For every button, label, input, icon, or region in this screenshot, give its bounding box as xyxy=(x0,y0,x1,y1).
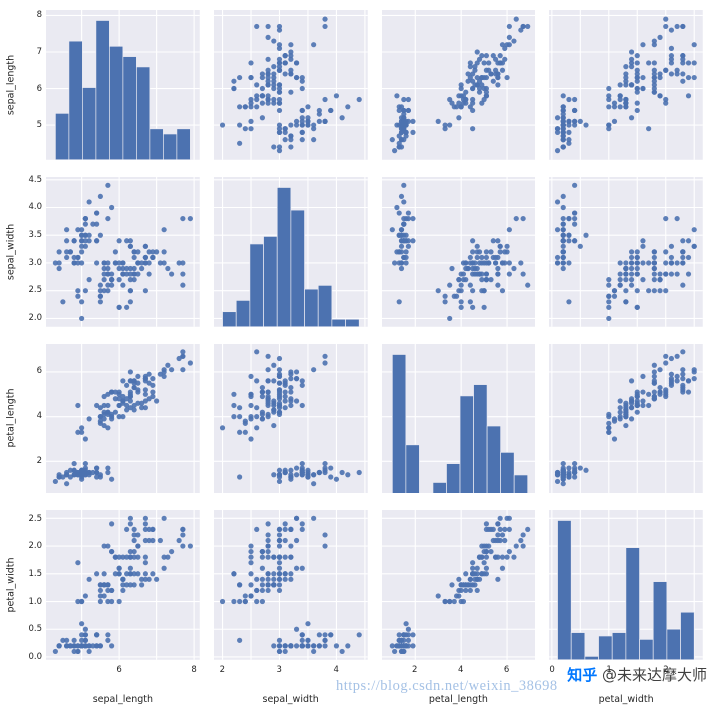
ytick-label-sepal_length: 8 xyxy=(36,10,42,21)
scatter-sepal_length-vs-petal_width xyxy=(46,510,200,660)
hist-sepal_length xyxy=(46,10,200,160)
zhihu-handle: @未来达摩大师 xyxy=(601,666,707,684)
xtick-label-sepal_width: 3 xyxy=(276,665,282,675)
xtick-label-petal_length: 2 xyxy=(412,665,418,675)
xtick-label-petal_width: 0 xyxy=(549,665,555,675)
scatter-sepal_width-vs-petal_width xyxy=(213,510,368,660)
ytick-label-sepal_width: 2.0 xyxy=(28,313,42,324)
ytick-label-petal_width: 0.5 xyxy=(28,624,42,635)
ytick-label-petal_width: 0.0 xyxy=(28,652,42,663)
ytick-label-petal_length: 4 xyxy=(36,411,42,422)
scatter-sepal_width-vs-petal_length xyxy=(213,343,368,494)
ytick-label-petal_length: 6 xyxy=(36,366,42,377)
hist-sepal_width xyxy=(213,176,368,327)
x-axis-label-sepal_width: sepal_width xyxy=(262,694,319,705)
scatter-petal_width-vs-sepal_width xyxy=(549,176,703,327)
ytick-label-sepal_width: 4.5 xyxy=(28,174,42,185)
scatter-sepal_length-vs-sepal_width xyxy=(46,176,200,327)
scatter-petal_length-vs-sepal_width xyxy=(381,176,536,327)
x-axis-label-petal_width: petal_width xyxy=(598,694,654,705)
ytick-label-petal_width: 1.5 xyxy=(28,569,42,580)
scatter-sepal_length-vs-petal_length xyxy=(46,343,200,494)
y-axis-label-petal_length: petal_length xyxy=(5,388,17,448)
ytick-label-petal_width: 1.0 xyxy=(28,596,42,607)
x-axis-label-sepal_length: sepal_length xyxy=(92,694,154,705)
xtick-label-sepal_length: 8 xyxy=(191,665,197,675)
ytick-label-petal_length: 2 xyxy=(36,455,42,466)
ytick-label-petal_width: 2.5 xyxy=(28,513,42,524)
zhihu-logo-icon: 知乎 xyxy=(567,666,598,684)
xtick-label-petal_length: 4 xyxy=(457,665,464,675)
ytick-label-sepal_length: 6 xyxy=(36,83,42,94)
watermark-zhihu: 知乎 @未来达摩大师 xyxy=(567,664,707,685)
scatter-sepal_width-vs-sepal_length xyxy=(213,10,368,160)
xtick-label-petal_width: 1 xyxy=(606,665,612,675)
ytick-label-sepal_width: 4.0 xyxy=(28,202,42,213)
ytick-label-sepal_width: 3.0 xyxy=(28,257,42,268)
xtick-label-petal_width: 2 xyxy=(663,665,669,675)
ytick-label-sepal_width: 3.5 xyxy=(28,229,42,240)
xtick-label-sepal_width: 2 xyxy=(219,665,225,675)
xtick-label-petal_length: 6 xyxy=(503,665,510,675)
scatter-petal_length-vs-sepal_length xyxy=(381,10,536,160)
ytick-label-sepal_length: 5 xyxy=(36,120,42,131)
watermark-url: https://blog.csdn.net/weixin_38698 xyxy=(336,678,558,694)
xtick-label-sepal_width: 4 xyxy=(333,665,339,675)
x-axis-label-petal_length: petal_length xyxy=(428,694,488,705)
y-axis-label-petal_width: petal_width xyxy=(5,557,17,613)
scatter-petal_width-vs-sepal_length xyxy=(549,10,703,160)
ytick-label-sepal_length: 7 xyxy=(36,47,42,57)
ytick-label-sepal_width: 2.5 xyxy=(28,285,42,296)
ytick-label-petal_width: 2.0 xyxy=(28,541,42,552)
y-axis-label-sepal_length: sepal_length xyxy=(5,54,17,116)
hist-petal_width xyxy=(549,510,703,660)
scatter-petal_length-vs-petal_width xyxy=(381,510,536,660)
y-axis-label-sepal_width: sepal_width xyxy=(5,223,17,280)
xtick-label-sepal_length: 6 xyxy=(116,665,122,675)
hist-petal_length xyxy=(381,343,536,494)
scatter-petal_width-vs-petal_length xyxy=(549,343,703,494)
